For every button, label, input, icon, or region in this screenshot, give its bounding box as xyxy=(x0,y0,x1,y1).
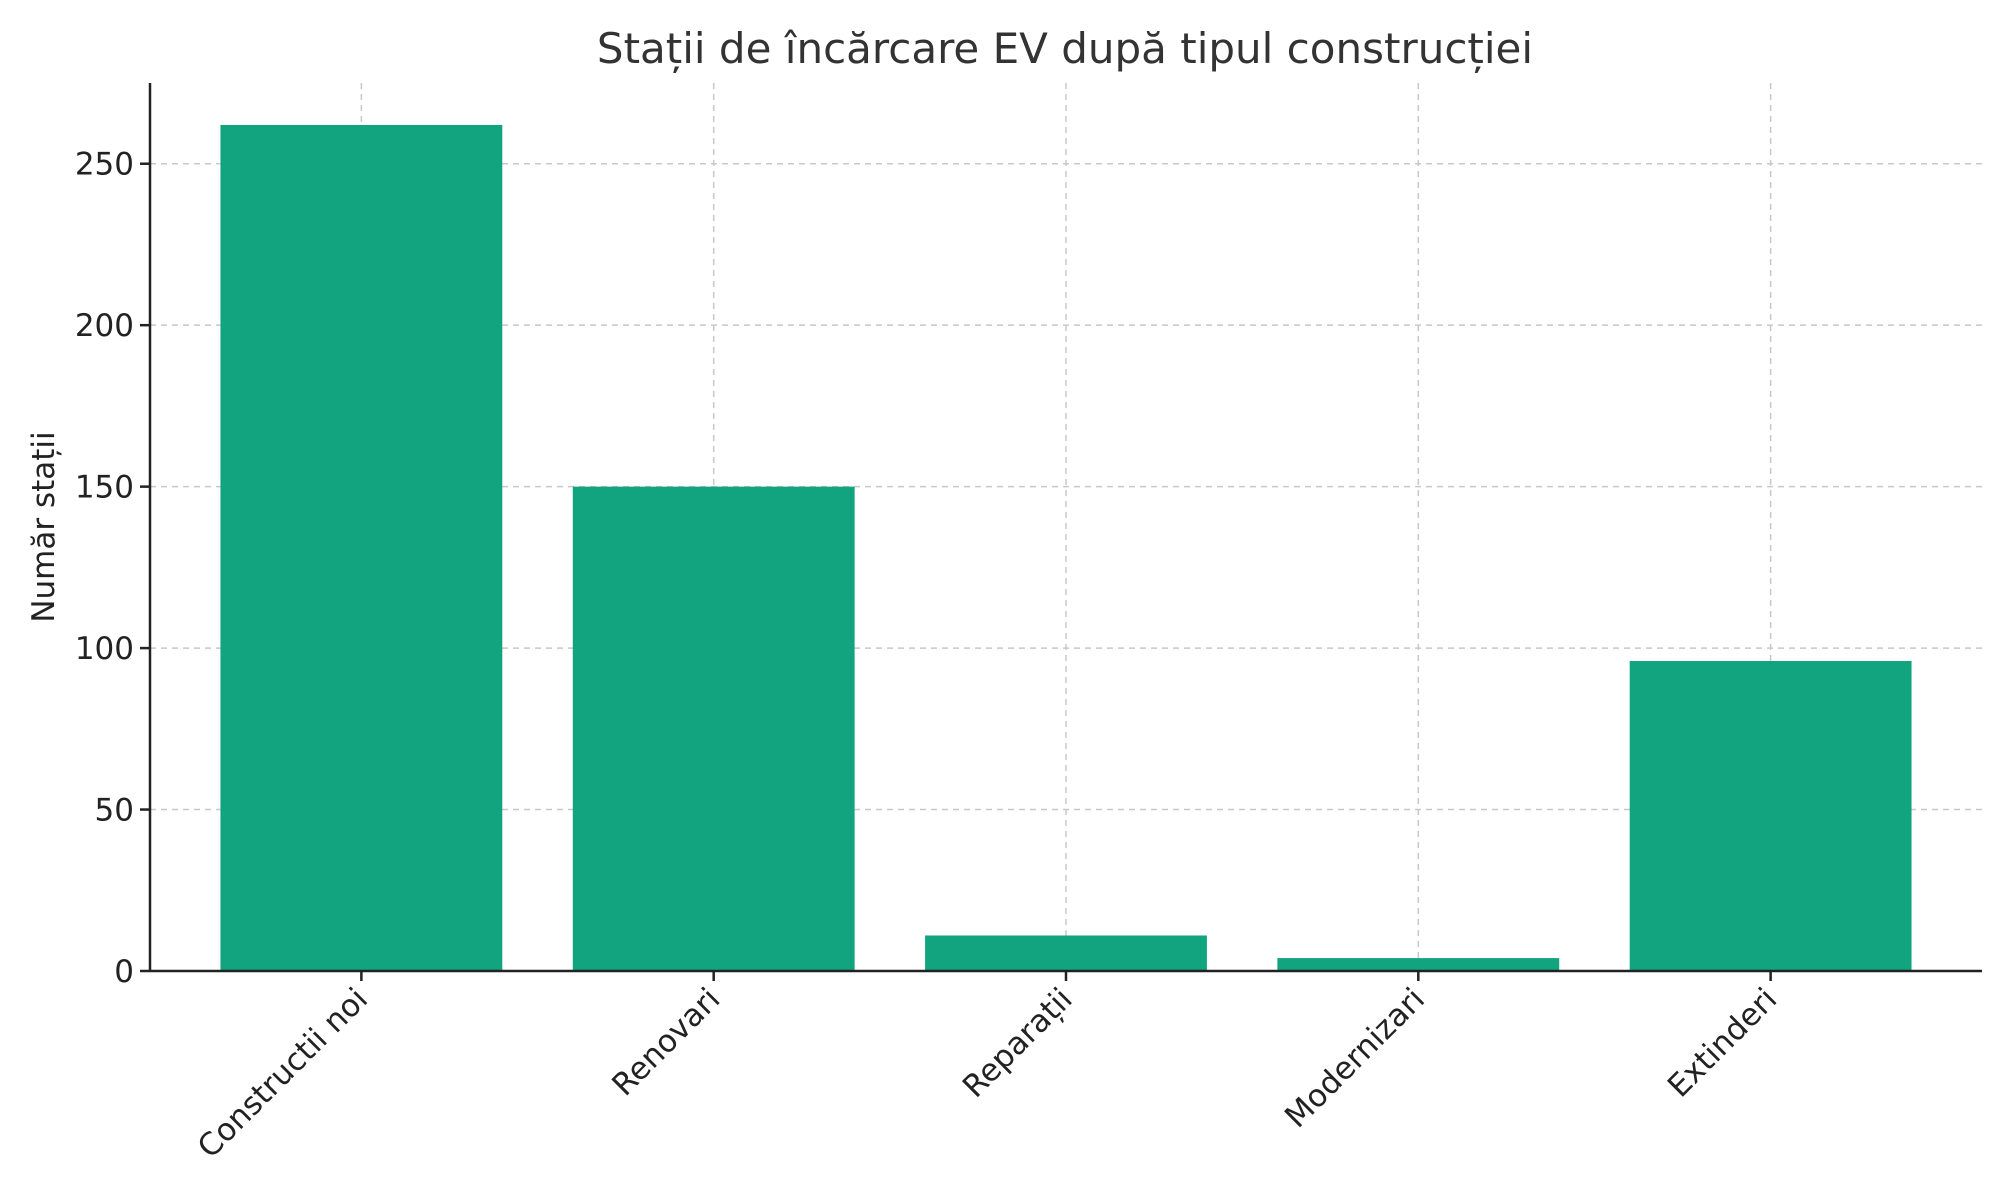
y-tick-label: 0 xyxy=(114,954,134,990)
bar-modernizari xyxy=(1277,958,1560,971)
y-tick-label: 100 xyxy=(75,631,134,667)
bar-extinderi xyxy=(1629,661,1912,971)
x-tick-label: Extinderi xyxy=(1661,981,1784,1104)
x-tick-label: Constructii noi xyxy=(191,981,375,1165)
x-tick-label: Renovari xyxy=(605,981,727,1103)
chart-title: Stații de încărcare EV după tipul constr… xyxy=(597,24,1533,73)
x-tick-label: Reparații xyxy=(956,981,1080,1105)
bar-renovari xyxy=(572,486,855,971)
y-tick-label: 200 xyxy=(75,308,134,344)
y-tick-label: 150 xyxy=(75,470,134,506)
x-tick-label: Modernizari xyxy=(1278,981,1432,1135)
y-tick-label: 250 xyxy=(75,147,134,183)
y-tick-label: 50 xyxy=(95,793,134,829)
bar-reparații xyxy=(925,935,1207,971)
bars-layer xyxy=(220,124,1912,972)
y-axis-label: Număr stații xyxy=(26,431,62,622)
bar-constructii-noi xyxy=(220,124,503,972)
